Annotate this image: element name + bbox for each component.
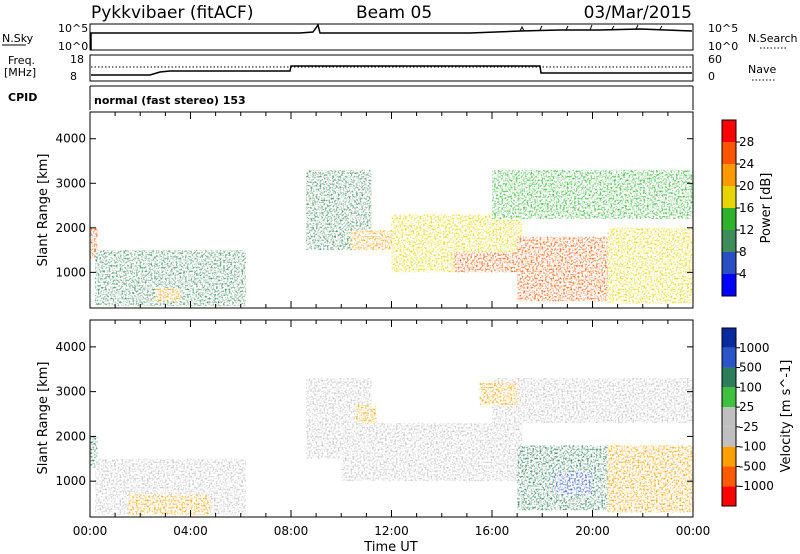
- velocity-ytick-label: 2000: [55, 429, 86, 443]
- velocity-colorbar-tick: -1000: [739, 479, 774, 493]
- time-tick-label: 04:00: [173, 524, 208, 538]
- velocity-colorbar-tick: 25: [739, 400, 754, 414]
- time-tick-label: 16:00: [475, 524, 510, 538]
- velocity-colorbar-tick: 500: [739, 361, 762, 375]
- power-colorbar-swatch: [722, 186, 736, 208]
- power-colorbar: 4 8 12 16 20 24 28 Power [dB]: [721, 119, 774, 297]
- time-tick-label: 00:00: [73, 524, 108, 538]
- freq-bottom: 8: [70, 70, 77, 83]
- velocity-echo-region: [607, 445, 693, 513]
- nsky-strip: N.Sky 10^5 10^0 10^5 10^0 N.Search: [2, 22, 798, 53]
- nsearch-top: 10^5: [708, 22, 738, 35]
- velocity-colorbar-swatch: [722, 407, 736, 427]
- nsky-bottom: 10^0: [58, 40, 88, 53]
- date-title: 03/Mar/2015: [584, 3, 692, 23]
- velocity-colorbar-swatch: [722, 328, 736, 348]
- nsky-line: [90, 23, 693, 50]
- velocity-echoes: [90, 378, 693, 515]
- velocity-colorbar-tick: 1000: [739, 341, 770, 355]
- velocity-colorbar-swatch: [722, 446, 736, 467]
- velocity-echo-region: [554, 472, 593, 495]
- cpid-label: CPID: [8, 91, 37, 104]
- freq-label: Freq.: [8, 54, 35, 67]
- power-echo-region: [492, 169, 693, 219]
- power-colorbar-swatch: [722, 274, 736, 296]
- velocity-colorbar-swatch: [722, 466, 736, 487]
- velocity-colorbar-swatch: [722, 347, 736, 368]
- velocity-colorbar: -1000 -500 -100 -25 25 100 500 1000 Velocity [m…: [721, 327, 794, 507]
- velocity-colorbar-tick: -500: [739, 459, 766, 473]
- cpid-strip: CPID normal (fast stereo) 153: [8, 85, 694, 110]
- velocity-echo-region: [127, 494, 211, 515]
- velocity-echo-region: [479, 382, 518, 406]
- power-colorbar-swatch: [722, 120, 736, 142]
- power-colorbar-swatch: [722, 208, 736, 230]
- beam-title: Beam 05: [356, 3, 432, 23]
- velocity-colorbar-label: Velocity [m s^-1]: [779, 360, 794, 473]
- power-ytick-label: 1000: [55, 265, 86, 279]
- velocity-colorbar-tick: -100: [739, 440, 766, 454]
- velocity-ylabel: Slant Range [km]: [36, 362, 51, 475]
- time-tick-label: 08:00: [274, 524, 309, 538]
- power-echoes: [90, 169, 693, 306]
- power-colorbar-tick: 4: [739, 267, 747, 281]
- nave-label: Nave: [748, 63, 776, 76]
- freq-strip: Freq. [MHz] 18 8 60 0 Nave: [4, 53, 776, 83]
- power-colorbar-tick: 12: [739, 223, 754, 237]
- nsky-top: 10^5: [58, 22, 88, 35]
- power-colorbar-tick: 28: [739, 135, 754, 149]
- power-colorbar-tick: 16: [739, 201, 754, 215]
- velocity-echo-region: [341, 422, 523, 482]
- nave-bottom: 0: [708, 70, 715, 83]
- nsearch-bottom: 10^0: [708, 40, 738, 53]
- power-colorbar-tick: 20: [739, 179, 754, 193]
- velocity-ytick-label: 4000: [55, 340, 86, 354]
- power-colorbar-swatch: [722, 252, 736, 274]
- nsearch-label: N.Search: [748, 32, 798, 45]
- velocity-colorbar-swatch: [722, 426, 736, 447]
- power-echo-region: [454, 252, 523, 273]
- velocity-ytick-label: 1000: [55, 474, 86, 488]
- power-colorbar-label: Power [dB]: [759, 173, 774, 244]
- velocity-colorbar-swatch: [722, 486, 736, 506]
- nave-top: 60: [708, 53, 722, 66]
- power-ytick-label: 3000: [55, 176, 86, 190]
- cpid-value: normal (fast stereo) 153: [94, 94, 246, 107]
- velocity-echo-region: [356, 405, 377, 428]
- power-echo-region: [351, 230, 397, 251]
- power-echo-region: [155, 287, 181, 302]
- velocity-echo-region: [90, 436, 98, 468]
- power-colorbar-swatch: [722, 142, 736, 164]
- time-tick-label: 12:00: [374, 524, 409, 538]
- velocity-echo-region: [492, 378, 693, 423]
- power-ytick-label: 4000: [55, 132, 86, 146]
- velocity-colorbar-swatch: [722, 367, 736, 388]
- power-ytick-label: 2000: [55, 221, 86, 235]
- power-echo-region: [607, 227, 693, 304]
- power-echo-region: [517, 236, 608, 302]
- velocity-colorbar-swatch: [722, 387, 736, 408]
- time-tick-label: 20:00: [575, 524, 610, 538]
- time-axis-label: Time UT: [363, 540, 417, 554]
- time-tick-label: 00:00: [676, 524, 711, 538]
- power-ylabel: Slant Range [km]: [36, 154, 51, 267]
- nsky-label: N.Sky: [2, 32, 34, 45]
- velocity-colorbar-tick: 100: [739, 380, 762, 394]
- freq-unit: [MHz]: [4, 66, 36, 79]
- power-colorbar-tick: 8: [739, 245, 747, 259]
- power-colorbar-swatch: [722, 230, 736, 252]
- velocity-panel: 1000 2000 3000 4000 00:00 04:00 08:00 12:00 16:…: [36, 319, 711, 554]
- power-panel: 1000 2000 3000 4000 Slant Range [km]: [36, 111, 694, 309]
- velocity-colorbar-tick: -25: [739, 420, 759, 434]
- freq-top: 18: [70, 53, 84, 66]
- power-colorbar-swatch: [722, 164, 736, 186]
- station-title: Pykkvibaer (fitACF): [91, 3, 253, 23]
- freq-line: [91, 65, 692, 76]
- velocity-ytick-label: 3000: [55, 385, 86, 399]
- power-colorbar-tick: 24: [739, 157, 754, 171]
- power-echo-region: [90, 227, 98, 259]
